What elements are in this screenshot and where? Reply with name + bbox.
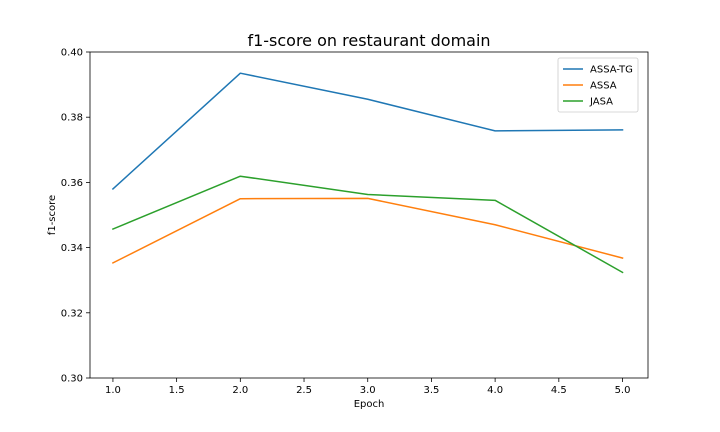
chart-title: f1-score on restaurant domain xyxy=(247,31,490,50)
y-tick-label: 0.40 xyxy=(61,48,83,59)
y-tick-label: 0.38 xyxy=(61,113,83,124)
x-tick-label: 5.0 xyxy=(615,385,631,396)
y-tick-label: 0.30 xyxy=(61,374,83,385)
y-tick-label: 0.32 xyxy=(61,308,83,319)
plot-frame xyxy=(89,51,649,379)
legend-label: ASSA xyxy=(590,81,617,92)
x-axis-label: Epoch xyxy=(354,399,385,410)
y-tick-label: 0.34 xyxy=(61,243,83,254)
y-axis-label: f1-score xyxy=(47,195,58,235)
x-tick-label: 4.0 xyxy=(487,385,503,396)
series-line-assa xyxy=(111,197,624,264)
x-tick-label: 4.5 xyxy=(551,385,567,396)
x-tick-label: 2.5 xyxy=(296,385,312,396)
x-tick-label: 1.5 xyxy=(169,385,185,396)
x-tick-label: 3.0 xyxy=(360,385,376,396)
legend-label: JASA xyxy=(589,97,613,108)
legend-box xyxy=(557,57,639,113)
y-tick-label: 0.36 xyxy=(61,178,83,189)
x-tick-label: 2.0 xyxy=(232,385,248,396)
x-tick-label: 3.5 xyxy=(423,385,439,396)
series-line-assa-tg xyxy=(111,72,624,190)
series-line-jasa xyxy=(111,175,624,274)
x-tick-label: 1.0 xyxy=(105,385,121,396)
legend-label: ASSA-TG xyxy=(590,65,633,76)
